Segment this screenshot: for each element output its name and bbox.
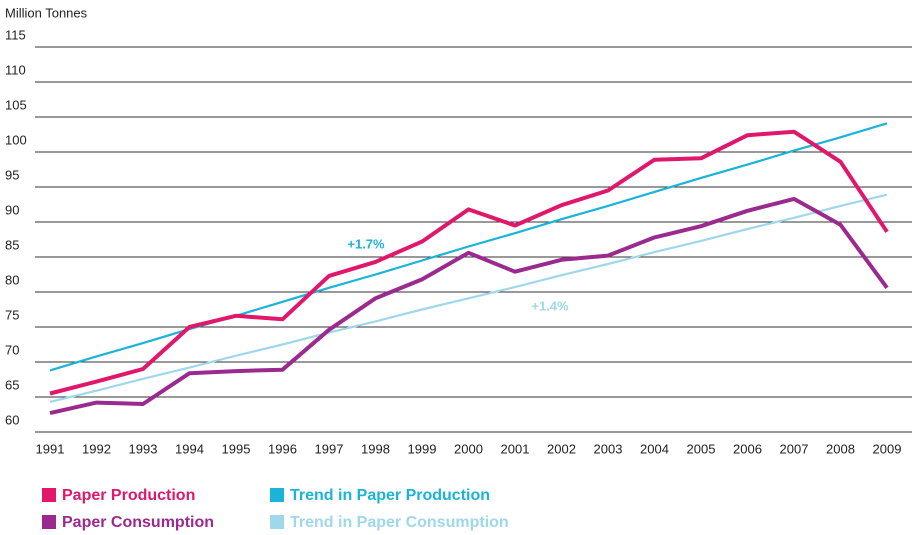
y-tick-label: 85	[5, 237, 19, 252]
y-tick-label: 100	[5, 132, 27, 147]
x-tick-label: 2003	[594, 441, 623, 456]
x-tick-label: 2002	[547, 441, 576, 456]
x-tick-label: 2000	[454, 441, 483, 456]
x-tick-label: 2008	[826, 441, 855, 456]
y-axis-label: Million Tonnes	[5, 5, 88, 20]
y-tick-label: 95	[5, 167, 19, 182]
x-tick-label: 1999	[408, 441, 437, 456]
legend-label: Trend in Paper Production	[290, 487, 490, 504]
legend-label: Trend in Paper Consumption	[290, 514, 509, 531]
x-tick-label: 2005	[687, 441, 716, 456]
x-tick-label: 1994	[175, 441, 204, 456]
y-tick-label: 115	[5, 27, 26, 42]
y-tick-label: 70	[5, 342, 19, 357]
x-tick-label: 1996	[268, 441, 297, 456]
y-tick-label: 105	[5, 97, 27, 112]
x-tick-label: 1997	[315, 441, 344, 456]
x-tick-label: 1992	[82, 441, 111, 456]
y-tick-label: 110	[5, 62, 26, 77]
legend-label: Paper Consumption	[62, 514, 214, 531]
y-tick-label: 80	[5, 272, 19, 287]
series-line	[49, 196, 889, 416]
series-line	[49, 193, 888, 403]
x-tick-label: 2001	[501, 441, 530, 456]
x-tick-label: 2006	[733, 441, 762, 456]
x-tick-label: 2009	[873, 441, 902, 456]
series-line	[49, 129, 889, 396]
y-tick-label: 75	[5, 307, 19, 322]
annotation: +1.4%	[531, 298, 569, 313]
y-tick-label: 65	[5, 377, 19, 392]
x-tick-label: 1995	[222, 441, 251, 456]
legend-swatch	[270, 515, 284, 529]
x-tick-label: 1991	[36, 441, 65, 456]
legend-swatch	[42, 488, 56, 502]
annotation: +1.7%	[347, 236, 385, 251]
series-line	[49, 122, 888, 372]
legend-swatch	[270, 488, 284, 502]
y-tick-label: 60	[5, 412, 19, 427]
legend-swatch	[42, 515, 56, 529]
x-tick-label: 2007	[780, 441, 809, 456]
x-tick-label: 2004	[640, 441, 669, 456]
x-tick-label: 1998	[361, 441, 390, 456]
legend-label: Paper Production	[62, 487, 195, 504]
y-tick-label: 90	[5, 202, 19, 217]
x-tick-label: 1993	[129, 441, 158, 456]
